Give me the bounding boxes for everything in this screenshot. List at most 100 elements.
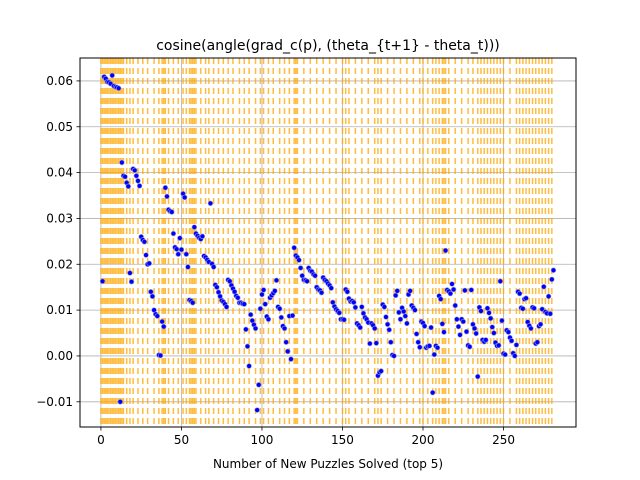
data-point	[468, 287, 475, 293]
data-point	[210, 264, 217, 270]
data-point	[496, 342, 502, 349]
data-point	[417, 344, 423, 350]
data-point	[312, 273, 318, 279]
data-point	[412, 307, 418, 313]
chart-title: cosine(angle(grad_c(p), (theta_{t+1} - t…	[156, 38, 500, 54]
data-point	[478, 308, 484, 314]
x-tick-label: 50	[174, 433, 189, 447]
data-point	[191, 224, 198, 230]
data-point	[528, 325, 534, 332]
data-point	[146, 260, 152, 267]
x-tick-label: 0	[97, 433, 105, 447]
data-point	[484, 305, 491, 311]
data-point	[483, 337, 489, 343]
data-point	[392, 292, 399, 299]
data-point	[244, 343, 251, 350]
data-point	[178, 246, 185, 253]
data-point	[413, 331, 420, 337]
y-axis-ticks: −0.01 0.00 0.01 0.02 0.03 0.04 0.05 0.06	[36, 74, 80, 409]
data-point	[157, 352, 164, 359]
data-points	[99, 72, 557, 413]
data-point	[183, 251, 189, 257]
data-point	[170, 230, 177, 237]
data-point	[457, 332, 463, 338]
data-point	[162, 185, 169, 191]
data-point	[454, 316, 460, 322]
data-point	[185, 264, 191, 270]
data-point	[473, 330, 479, 337]
y-tick-label: 0.02	[46, 257, 73, 271]
data-point	[133, 173, 140, 179]
data-point	[159, 318, 165, 325]
data-point	[125, 183, 132, 190]
data-point	[438, 296, 444, 302]
vertical-event-lines	[100, 58, 553, 427]
data-point	[442, 247, 449, 254]
data-point	[429, 389, 436, 396]
x-tick-label: 100	[251, 433, 274, 447]
data-point	[273, 277, 280, 284]
data-point	[272, 288, 278, 294]
data-point	[259, 291, 265, 298]
data-point	[297, 265, 304, 271]
data-point	[426, 343, 433, 349]
data-point	[450, 286, 457, 293]
data-point	[243, 326, 249, 333]
data-point	[367, 340, 373, 347]
data-point	[434, 344, 441, 351]
x-tick-label: 250	[492, 433, 515, 447]
data-point	[513, 342, 520, 348]
data-point	[260, 287, 267, 293]
data-point	[285, 348, 291, 355]
data-point	[289, 312, 296, 319]
data-point	[475, 373, 481, 380]
data-point	[460, 318, 466, 325]
data-point	[497, 278, 504, 284]
data-point	[455, 323, 462, 330]
data-point	[254, 407, 260, 413]
data-point	[169, 209, 175, 215]
data-point	[288, 356, 294, 362]
data-point	[119, 159, 125, 166]
y-tick-label: 0.01	[46, 303, 73, 317]
data-point	[541, 284, 547, 290]
data-point	[489, 324, 495, 330]
data-point	[386, 327, 392, 333]
data-point	[537, 321, 544, 328]
data-point	[462, 287, 468, 294]
data-point	[164, 193, 170, 200]
data-point	[534, 339, 541, 345]
data-point	[373, 340, 380, 346]
data-point	[241, 301, 247, 307]
data-point	[136, 183, 143, 189]
data-point	[99, 278, 106, 284]
data-point	[214, 284, 220, 290]
data-point	[402, 313, 408, 319]
data-point	[486, 310, 492, 316]
data-point	[447, 290, 454, 297]
data-point	[550, 267, 557, 273]
data-point	[257, 306, 264, 312]
data-point	[487, 315, 494, 322]
data-point	[397, 316, 404, 322]
data-point	[344, 289, 351, 295]
data-point	[190, 300, 196, 306]
data-point	[256, 382, 262, 388]
data-point	[549, 276, 555, 283]
data-point	[296, 257, 302, 263]
data-point	[531, 305, 537, 311]
data-point	[132, 167, 138, 174]
data-point	[351, 299, 357, 306]
data-point	[135, 178, 141, 184]
data-point	[318, 289, 325, 296]
data-point	[127, 270, 133, 276]
data-point	[265, 316, 272, 322]
data-point	[516, 290, 523, 297]
data-point	[467, 344, 473, 350]
x-axis-label: Number of New Puzzles Solved (top 5)	[213, 457, 443, 471]
data-point	[154, 313, 160, 319]
y-tick-label: 0.05	[46, 120, 73, 134]
data-point	[117, 399, 123, 405]
data-point	[545, 293, 552, 300]
data-point	[394, 288, 400, 294]
